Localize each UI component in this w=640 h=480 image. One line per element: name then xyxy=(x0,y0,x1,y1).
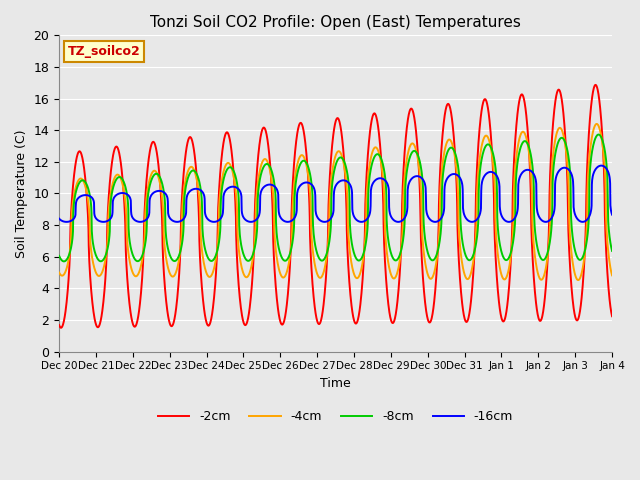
Title: Tonzi Soil CO2 Profile: Open (East) Temperatures: Tonzi Soil CO2 Profile: Open (East) Temp… xyxy=(150,15,521,30)
-4cm xyxy=(593,121,600,127)
Line: -2cm: -2cm xyxy=(59,85,612,328)
-2cm xyxy=(591,82,599,88)
Legend: -2cm, -4cm, -8cm, -16cm: -2cm, -4cm, -8cm, -16cm xyxy=(153,405,518,428)
-16cm xyxy=(597,163,605,168)
-16cm xyxy=(592,166,600,171)
-16cm xyxy=(84,192,92,198)
-8cm xyxy=(84,184,92,190)
Text: TZ_soilco2: TZ_soilco2 xyxy=(67,45,140,58)
-8cm xyxy=(491,160,499,166)
-2cm xyxy=(593,83,600,89)
-16cm xyxy=(310,184,317,190)
-16cm xyxy=(55,216,63,222)
-2cm xyxy=(491,236,499,241)
-8cm xyxy=(310,231,317,237)
Line: -8cm: -8cm xyxy=(59,134,612,262)
-4cm xyxy=(592,121,600,127)
Line: -4cm: -4cm xyxy=(59,124,612,280)
-4cm xyxy=(324,242,332,248)
-16cm xyxy=(247,219,255,225)
-4cm xyxy=(84,193,92,199)
Y-axis label: Soil Temperature (C): Soil Temperature (C) xyxy=(15,129,28,258)
-2cm xyxy=(324,214,332,220)
-8cm xyxy=(608,248,616,254)
-16cm xyxy=(491,171,499,177)
-4cm xyxy=(310,252,317,258)
-8cm xyxy=(55,253,63,259)
-4cm xyxy=(593,121,600,127)
-2cm xyxy=(608,313,616,319)
-2cm xyxy=(310,294,317,300)
X-axis label: Time: Time xyxy=(320,377,351,390)
-4cm xyxy=(608,273,616,278)
-2cm xyxy=(84,207,92,213)
-8cm xyxy=(60,259,68,264)
-4cm xyxy=(574,277,582,283)
-16cm xyxy=(593,166,600,171)
-8cm xyxy=(592,134,600,140)
-8cm xyxy=(595,132,602,137)
-8cm xyxy=(593,133,600,139)
-16cm xyxy=(608,212,616,217)
-8cm xyxy=(324,245,332,251)
Line: -16cm: -16cm xyxy=(59,166,612,222)
-16cm xyxy=(324,218,332,224)
-2cm xyxy=(57,325,65,331)
-4cm xyxy=(491,179,499,185)
-2cm xyxy=(593,83,600,88)
-4cm xyxy=(55,270,63,276)
-2cm xyxy=(55,322,63,328)
